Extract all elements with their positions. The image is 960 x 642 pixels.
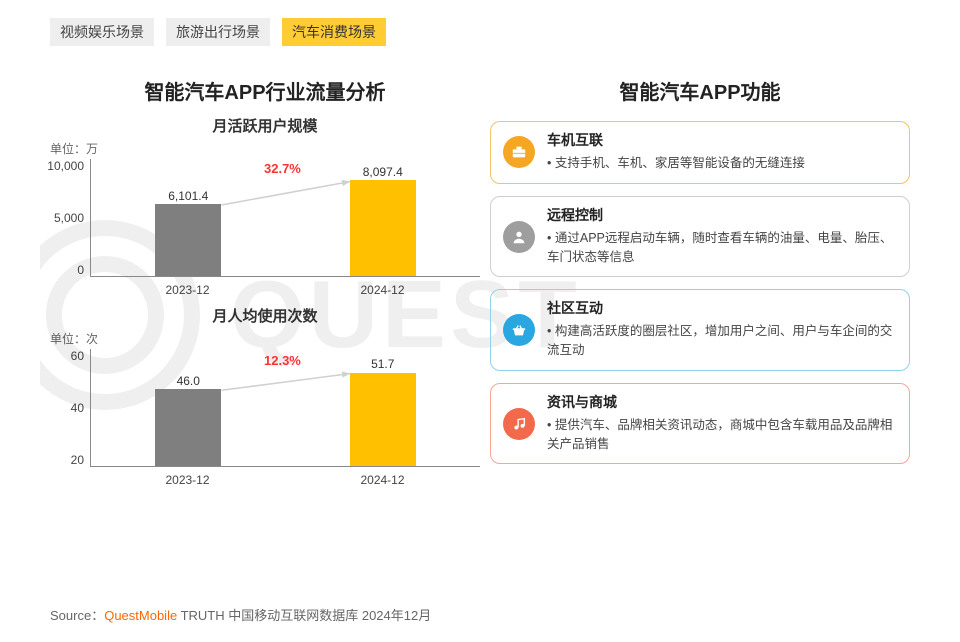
feature-body: 支持手机、车机、家居等智能设备的无缝连接: [547, 154, 897, 173]
chart-unit: 单位：万: [50, 140, 480, 157]
tab-2[interactable]: 汽车消费场景: [282, 18, 386, 46]
growth-label: 12.3%: [264, 353, 301, 368]
chart-unit: 单位：次: [50, 330, 480, 347]
tab-0[interactable]: 视频娱乐场景: [50, 18, 154, 46]
feature-card-3: 资讯与商城提供汽车、品牌相关资讯动态，商城中包含车载用品及品牌相关产品销售: [490, 383, 910, 465]
source-rest: TRUTH 中国移动互联网数据库 2024年12月: [177, 608, 431, 623]
chart-title: 月活跃用户规模: [50, 115, 480, 136]
scenario-tabs: 视频娱乐场景旅游出行场景汽车消费场景: [50, 18, 910, 46]
feature-title: 远程控制: [547, 205, 897, 225]
x-axis-labels: 2023-122024-12: [90, 277, 480, 297]
feature-title: 社区互动: [547, 298, 897, 318]
right-title: 智能汽车APP功能: [490, 76, 910, 105]
feature-title: 车机互联: [547, 130, 897, 150]
y-axis-labels: 10,0005,0000: [50, 159, 90, 277]
source-line: Source：QuestMobile TRUTH 中国移动互联网数据库 2024…: [50, 605, 431, 624]
plot-area: 6,101.48,097.432.7%: [90, 159, 480, 277]
feature-card-2: 社区互动构建高活跃度的圈层社区，增加用户之间、用户与车企间的交流互动: [490, 289, 910, 371]
y-axis-labels: 604020: [50, 349, 90, 467]
feature-list: 车机互联支持手机、车机、家居等智能设备的无缝连接远程控制通过APP远程启动车辆，…: [490, 121, 910, 464]
x-axis-labels: 2023-122024-12: [90, 467, 480, 487]
source-prefix: Source：: [50, 608, 104, 623]
growth-label: 32.7%: [264, 161, 301, 176]
chart-title: 月人均使用次数: [50, 305, 480, 326]
feature-body: 构建高活跃度的圈层社区，增加用户之间、用户与车企间的交流互动: [547, 322, 897, 360]
feature-card-1: 远程控制通过APP远程启动车辆，随时查看车辆的油量、电量、胎压、车门状态等信息: [490, 196, 910, 278]
right-panel: 智能汽车APP功能 车机互联支持手机、车机、家居等智能设备的无缝连接远程控制通过…: [490, 76, 910, 487]
left-title: 智能汽车APP行业流量分析: [50, 76, 480, 105]
tab-1[interactable]: 旅游出行场景: [166, 18, 270, 46]
left-panel: 智能汽车APP行业流量分析 月活跃用户规模单位：万 10,0005,00006,1…: [50, 76, 480, 487]
plot-area: 46.051.712.3%: [90, 349, 480, 467]
feature-title: 资讯与商城: [547, 392, 897, 412]
feature-card-0: 车机互联支持手机、车机、家居等智能设备的无缝连接: [490, 121, 910, 184]
briefcase-icon: [503, 136, 535, 168]
feature-body: 提供汽车、品牌相关资讯动态，商城中包含车载用品及品牌相关产品销售: [547, 416, 897, 454]
feature-body: 通过APP远程启动车辆，随时查看车辆的油量、电量、胎压、车门状态等信息: [547, 229, 897, 267]
page: QUEST 视频娱乐场景旅游出行场景汽车消费场景 智能汽车APP行业流量分析 月…: [0, 0, 960, 642]
user-icon: [503, 221, 535, 253]
chart-1: 月人均使用次数单位：次 60402046.051.712.3%2023-12202…: [50, 305, 480, 487]
music-icon: [503, 408, 535, 440]
basket-icon: [503, 314, 535, 346]
source-brand: QuestMobile: [104, 608, 177, 623]
growth-arrow: [91, 159, 481, 277]
chart-0: 月活跃用户规模单位：万 10,0005,00006,101.48,097.432.…: [50, 115, 480, 297]
